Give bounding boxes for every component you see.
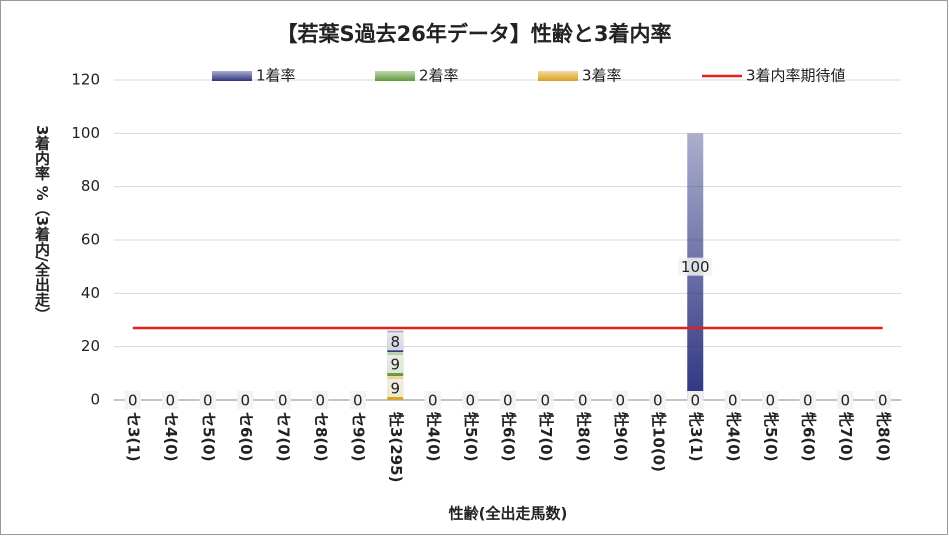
data-label: 0 bbox=[803, 392, 813, 410]
data-label: 0 bbox=[353, 392, 363, 410]
data-label-bg bbox=[312, 391, 329, 409]
data-label-bg bbox=[649, 391, 666, 409]
x-tick-label: セ3(1) bbox=[124, 412, 142, 462]
x-tick-label: セ8(0) bbox=[312, 412, 330, 462]
x-tick-label: セ7(0) bbox=[274, 412, 292, 462]
data-label: 0 bbox=[465, 392, 475, 410]
x-tick-label: 牝3(1) bbox=[687, 412, 705, 462]
x-tick-label: 牡6(0) bbox=[499, 412, 517, 462]
x-tick-label: 牝7(0) bbox=[837, 412, 855, 462]
data-label-bg bbox=[874, 391, 891, 409]
data-label: 0 bbox=[240, 392, 250, 410]
data-label: 0 bbox=[128, 392, 138, 410]
data-label: 0 bbox=[428, 392, 438, 410]
data-label: 0 bbox=[278, 392, 288, 410]
x-tick-label: 牡7(0) bbox=[537, 412, 555, 462]
x-tick-label: 牡9(0) bbox=[612, 412, 630, 462]
data-label-bg bbox=[837, 391, 854, 409]
data-label-bg bbox=[612, 391, 629, 409]
y-axis-title: 3着内率 %（3着内/全出走） bbox=[33, 125, 51, 322]
data-label: 0 bbox=[690, 392, 700, 410]
data-label: 0 bbox=[578, 392, 588, 410]
data-label: 0 bbox=[203, 392, 213, 410]
data-label: 0 bbox=[878, 392, 888, 410]
data-label-bg bbox=[274, 391, 291, 409]
x-tick-label: 牡10(0) bbox=[649, 412, 667, 472]
data-label-bg bbox=[124, 391, 141, 409]
data-label-bg bbox=[162, 391, 179, 409]
chart-title: 【若葉S過去26年データ】性齢と3着内率 bbox=[277, 22, 672, 46]
y-tick-label: 40 bbox=[81, 284, 100, 302]
data-label: 9 bbox=[390, 356, 400, 374]
data-label-bg bbox=[237, 391, 254, 409]
data-label-bg bbox=[387, 379, 404, 397]
x-tick-label: セ6(0) bbox=[237, 412, 255, 462]
data-label: 0 bbox=[765, 392, 775, 410]
x-tick-label: セ4(0) bbox=[162, 412, 180, 462]
y-tick-label: 80 bbox=[81, 177, 100, 195]
x-tick-label: 牡5(0) bbox=[462, 412, 480, 462]
data-label: 0 bbox=[615, 392, 625, 410]
data-label: 0 bbox=[653, 392, 663, 410]
data-label-bg bbox=[537, 391, 554, 409]
data-label: 0 bbox=[540, 392, 550, 410]
legend-swatch bbox=[212, 71, 252, 81]
data-label: 0 bbox=[165, 392, 175, 410]
x-tick-label: 牡4(0) bbox=[424, 412, 442, 462]
x-tick-label: 牝6(0) bbox=[799, 412, 817, 462]
x-tick-label: セ9(0) bbox=[349, 412, 367, 462]
data-label: 0 bbox=[503, 392, 513, 410]
y-tick-label: 20 bbox=[81, 337, 100, 355]
data-label-bg bbox=[799, 391, 816, 409]
data-label-bg bbox=[387, 355, 404, 373]
legend-label: 1着率 bbox=[256, 67, 296, 85]
y-tick-label: 0 bbox=[90, 391, 100, 409]
x-tick-label: 牝4(0) bbox=[724, 412, 742, 462]
data-label-bg bbox=[574, 391, 591, 409]
data-label: 9 bbox=[390, 380, 400, 398]
data-label-bg bbox=[724, 391, 741, 409]
x-axis-title: 性齢(全出走馬数) bbox=[449, 505, 568, 523]
legend-label: 3着率 bbox=[582, 67, 622, 85]
data-label-bg bbox=[687, 391, 704, 409]
data-label-bg bbox=[462, 391, 479, 409]
x-tick-label: 牡8(0) bbox=[574, 412, 592, 462]
data-label-bg bbox=[387, 332, 404, 351]
legend-label: 3着内率期待値 bbox=[746, 67, 846, 85]
data-label: 0 bbox=[315, 392, 325, 410]
y-tick-label: 100 bbox=[71, 124, 100, 142]
legend-label: 2着率 bbox=[419, 67, 459, 85]
data-label: 8 bbox=[390, 333, 400, 351]
x-tick-label: 牝8(0) bbox=[874, 412, 892, 462]
legend-swatch bbox=[538, 71, 578, 81]
data-label-bg bbox=[762, 391, 779, 409]
x-tick-label: 牝5(0) bbox=[762, 412, 780, 462]
data-label: 100 bbox=[681, 258, 710, 276]
data-label-bg bbox=[424, 391, 441, 409]
legend-swatch bbox=[375, 71, 415, 81]
data-label-bg bbox=[499, 391, 516, 409]
x-tick-label: セ5(0) bbox=[199, 412, 217, 462]
y-tick-label: 120 bbox=[71, 71, 100, 89]
data-label: 0 bbox=[840, 392, 850, 410]
data-label-bg bbox=[199, 391, 216, 409]
x-tick-label: 牡3(295) bbox=[387, 412, 405, 482]
y-tick-label: 60 bbox=[81, 231, 100, 249]
data-label-bg bbox=[349, 391, 366, 409]
data-label: 0 bbox=[728, 392, 738, 410]
data-label-bg bbox=[678, 257, 713, 276]
